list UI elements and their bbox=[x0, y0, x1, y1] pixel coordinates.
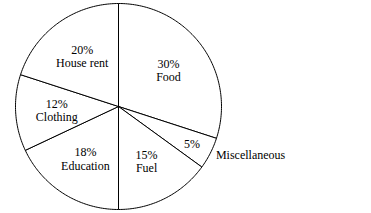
svg-text:15%Fuel: 15%Fuel bbox=[136, 148, 158, 175]
svg-text:Miscellaneous: Miscellaneous bbox=[216, 148, 286, 162]
svg-text:30%Food: 30%Food bbox=[156, 57, 181, 84]
svg-text:18%Education: 18%Education bbox=[61, 145, 110, 172]
svg-text:20%House rent: 20%House rent bbox=[56, 43, 109, 70]
svg-text:5%: 5% bbox=[184, 137, 200, 151]
svg-text:12%Clothing: 12%Clothing bbox=[36, 97, 78, 124]
